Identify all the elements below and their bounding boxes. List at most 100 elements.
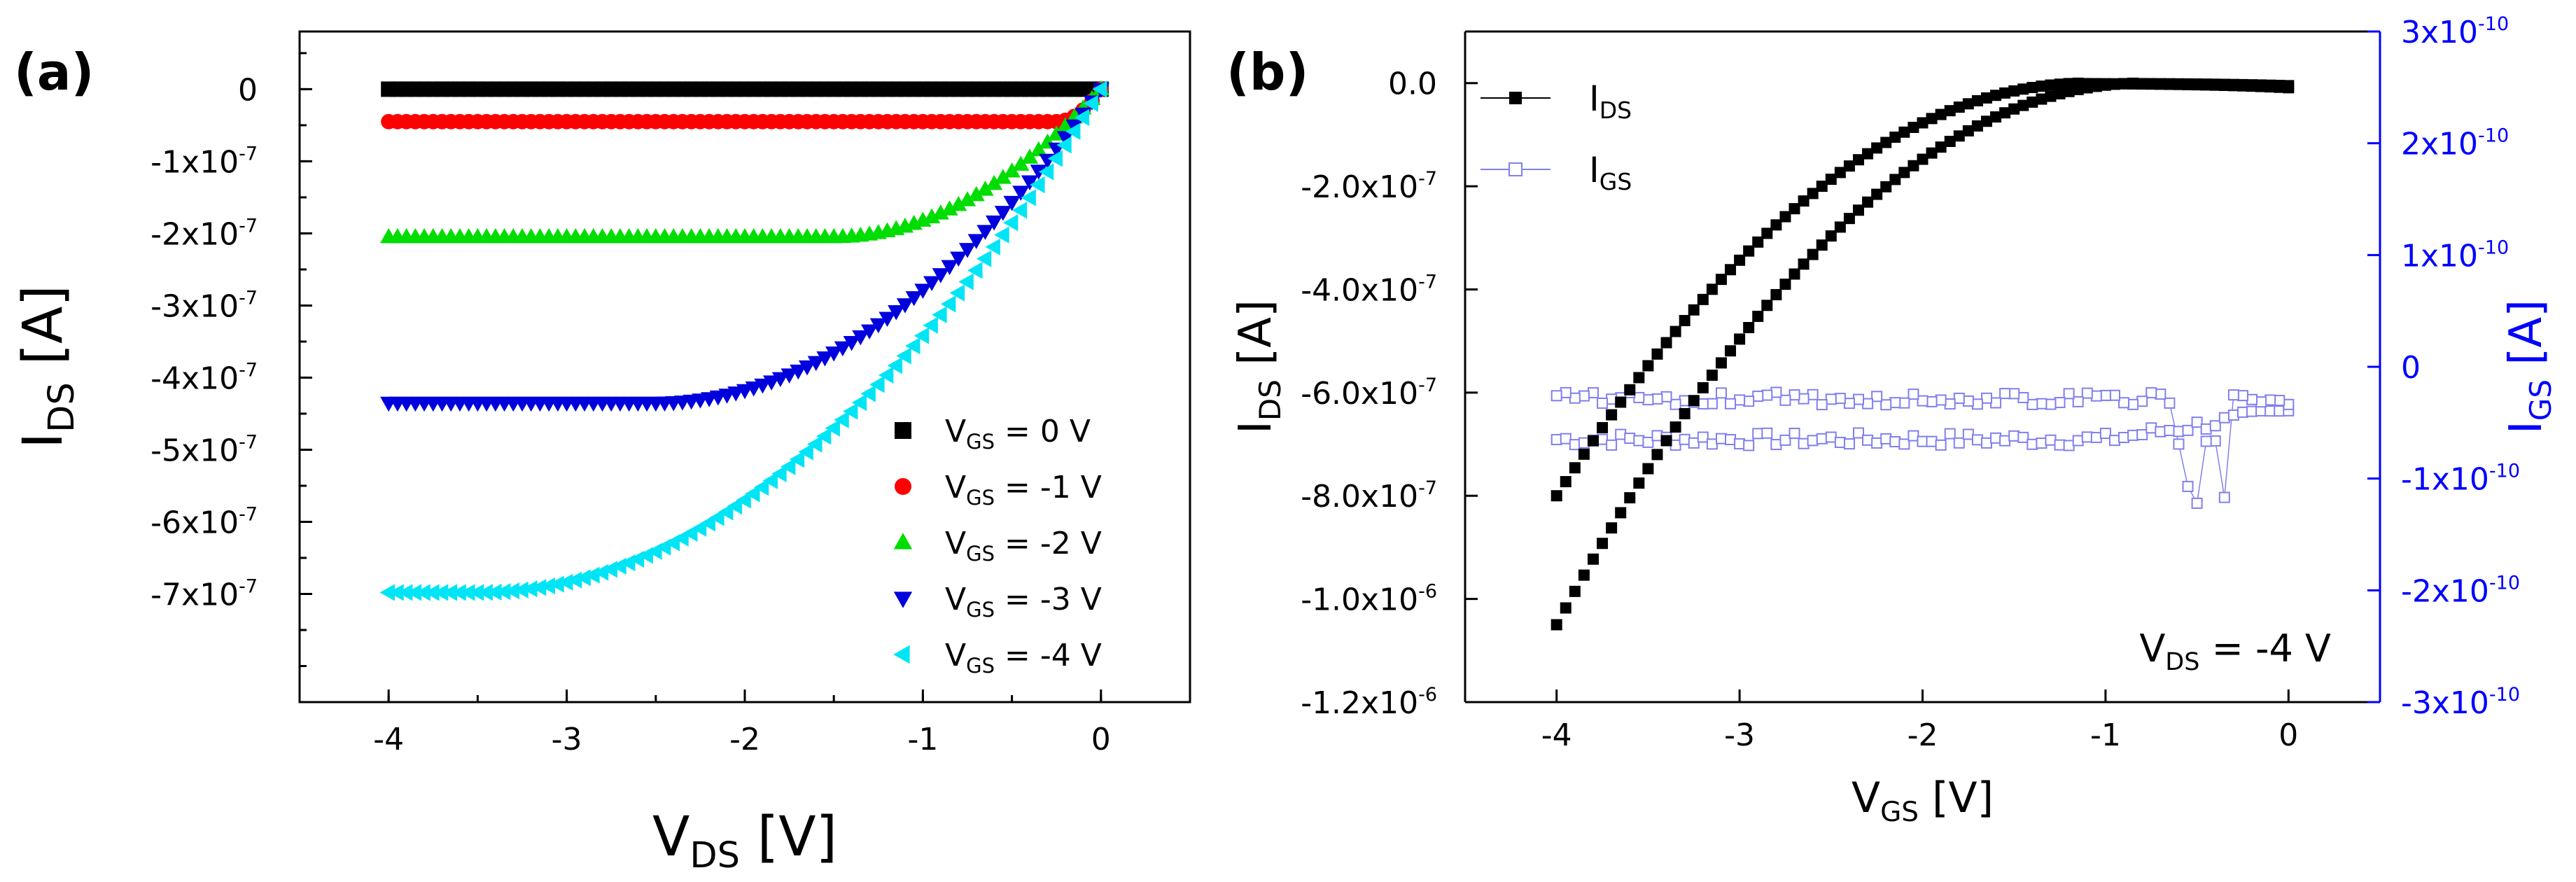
data-point — [994, 206, 1011, 221]
data-point — [1021, 189, 1036, 206]
data-point — [1002, 214, 1018, 232]
data-point — [1615, 428, 1627, 440]
data-point — [888, 305, 905, 321]
data-point — [745, 485, 760, 503]
data-point — [896, 298, 914, 314]
data-point — [718, 503, 734, 521]
data-point — [913, 327, 930, 344]
data-point — [2054, 439, 2066, 451]
data-point — [2127, 398, 2139, 410]
data-point — [2063, 78, 2075, 90]
data-point — [1587, 435, 1599, 447]
data-point — [1935, 141, 1947, 153]
data-point — [1560, 433, 1572, 444]
data-point — [1743, 321, 1755, 333]
data-point — [2283, 82, 2295, 94]
data-point — [468, 584, 484, 601]
data-point — [763, 375, 780, 391]
data-point — [1843, 160, 1855, 172]
data-point — [1706, 369, 1718, 381]
data-point — [1871, 437, 1883, 449]
data-point — [1889, 131, 1901, 143]
data-point — [2026, 438, 2038, 450]
data-point — [1715, 387, 1727, 399]
legend-label: VGS = 0 V — [945, 414, 1091, 454]
data-point — [2017, 431, 2029, 443]
data-point — [1898, 397, 1910, 409]
data-point — [2026, 82, 2038, 94]
data-point — [1597, 433, 1609, 445]
data-point — [2099, 78, 2111, 90]
data-point — [985, 238, 1000, 255]
data-point — [816, 428, 832, 445]
data-point — [1779, 211, 1791, 223]
data-point — [932, 204, 949, 220]
data-point — [540, 577, 555, 595]
data-point — [2218, 79, 2230, 91]
x-tick-label: -4 — [373, 722, 404, 757]
data-point — [878, 312, 896, 327]
x-axis-label: VDS [V] — [652, 806, 837, 876]
data-point — [1578, 569, 1590, 581]
data-point — [1935, 394, 1947, 406]
data-point — [896, 347, 911, 365]
data-point — [2017, 83, 2029, 95]
data-point — [1725, 398, 1737, 410]
data-point — [2200, 423, 2212, 435]
data-point — [1074, 108, 1090, 127]
data-point — [994, 226, 1009, 244]
data-point — [958, 243, 976, 258]
data-point — [1633, 372, 1645, 384]
data-point — [1743, 396, 1755, 407]
data-point — [1706, 398, 1718, 410]
data-point — [2255, 396, 2267, 408]
data-point — [2099, 428, 2111, 440]
data-point — [1971, 120, 1983, 132]
data-point — [1065, 122, 1081, 140]
data-point — [2036, 80, 2047, 92]
data-point — [1834, 221, 1846, 233]
data-point — [1003, 162, 1021, 178]
y2-tick-label: -1x10-10 — [2401, 461, 2520, 498]
data-point — [2209, 420, 2221, 432]
data-point — [549, 575, 564, 593]
data-point — [1889, 174, 1901, 186]
data-point — [415, 584, 430, 601]
panel-b-label: (b) — [1226, 43, 1308, 102]
data-point — [923, 316, 938, 334]
data-point — [1770, 386, 1782, 398]
data-point — [780, 458, 796, 475]
data-point — [2227, 409, 2239, 421]
data-point — [869, 318, 887, 334]
data-point — [2155, 78, 2166, 90]
data-point — [1944, 428, 1956, 440]
data-point — [1606, 439, 1618, 451]
data-point — [1624, 492, 1636, 504]
data-point — [1980, 437, 1992, 449]
y-tick-label: -2.0x10-7 — [1301, 168, 1437, 205]
data-point — [950, 251, 967, 267]
y2-tick-label: 3x10-10 — [2401, 13, 2509, 50]
data-point — [2146, 422, 2157, 434]
data-point — [994, 169, 1011, 184]
data-point — [923, 276, 941, 291]
data-point — [1889, 436, 1901, 448]
data-point — [986, 215, 1003, 231]
data-point — [1734, 394, 1746, 406]
data-point — [1917, 435, 1928, 447]
data-point — [584, 566, 600, 584]
data-point — [2227, 389, 2239, 401]
data-point — [1962, 125, 1974, 136]
data-point — [1880, 136, 1892, 148]
data-point — [1871, 391, 1883, 402]
data-point — [2045, 90, 2057, 102]
data-point — [557, 573, 573, 591]
data-point — [1550, 390, 1562, 402]
data-point — [1770, 288, 1782, 300]
y2-axis-label: IGS [A] — [2500, 300, 2558, 434]
data-point — [1862, 398, 1874, 410]
data-point — [1926, 113, 1938, 125]
y-tick-label: -1x10-7 — [150, 143, 258, 180]
data-point — [1907, 121, 1919, 133]
